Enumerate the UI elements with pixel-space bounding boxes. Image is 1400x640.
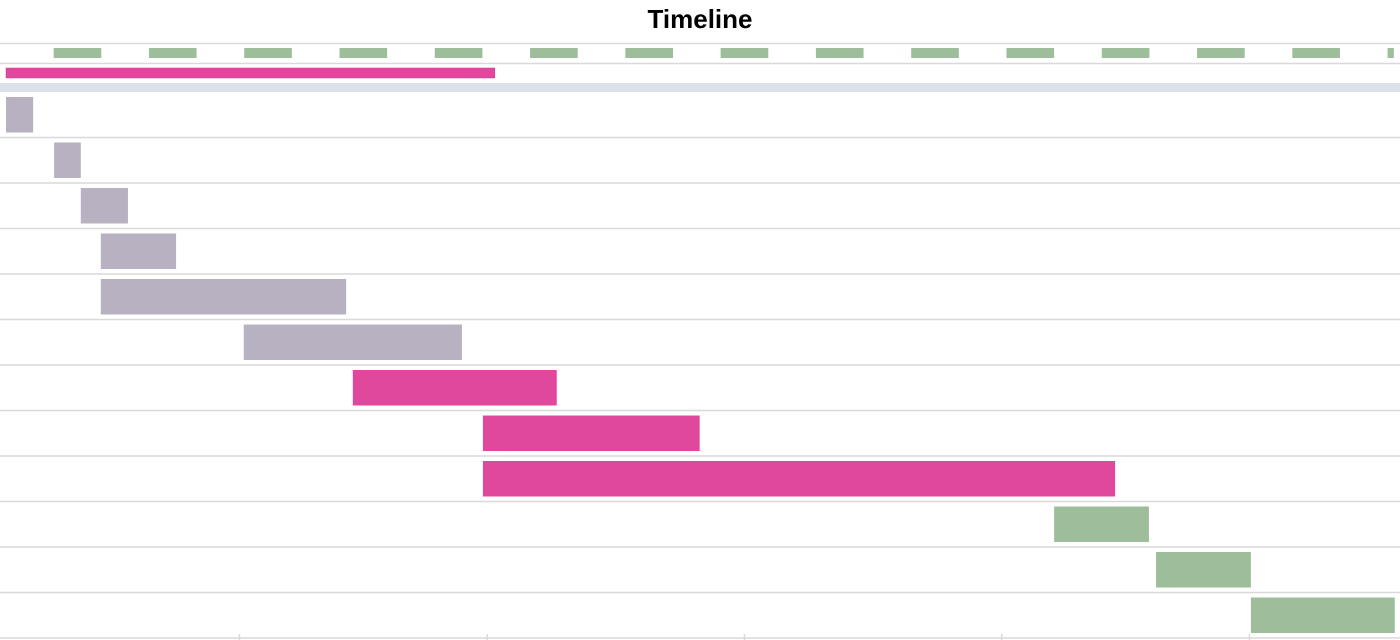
task-bar-2 (54, 142, 81, 178)
scale-marker (244, 48, 292, 58)
scale-marker (1101, 48, 1150, 58)
scale-marker (625, 48, 673, 58)
chart-title: Timeline (647, 4, 753, 34)
scale-marker (720, 48, 769, 58)
task-bar-9 (482, 461, 1116, 497)
task-bar-11 (1156, 552, 1251, 588)
overview-bar (5, 67, 496, 79)
scale-marker (434, 48, 483, 58)
scale-marker (339, 48, 388, 58)
task-bar-4 (100, 233, 177, 269)
task-bar-12 (1250, 597, 1395, 633)
scale-marker (530, 48, 578, 58)
task-bar-5 (100, 279, 347, 315)
separator-band (0, 83, 1400, 92)
scale-marker (148, 48, 197, 58)
task-bar-7 (352, 370, 557, 406)
scale-marker (1387, 48, 1394, 58)
task-bar-6 (243, 324, 462, 360)
scale-marker (1197, 48, 1245, 58)
task-bar-10 (1054, 506, 1149, 542)
scale-marker (1006, 48, 1055, 58)
scale-marker (911, 48, 959, 58)
task-bar-8 (482, 415, 700, 451)
scale-marker (815, 48, 864, 58)
scale-marker (53, 48, 102, 58)
task-bar-1 (6, 97, 34, 133)
scale-marker (1292, 48, 1340, 58)
task-bar-3 (80, 188, 128, 224)
